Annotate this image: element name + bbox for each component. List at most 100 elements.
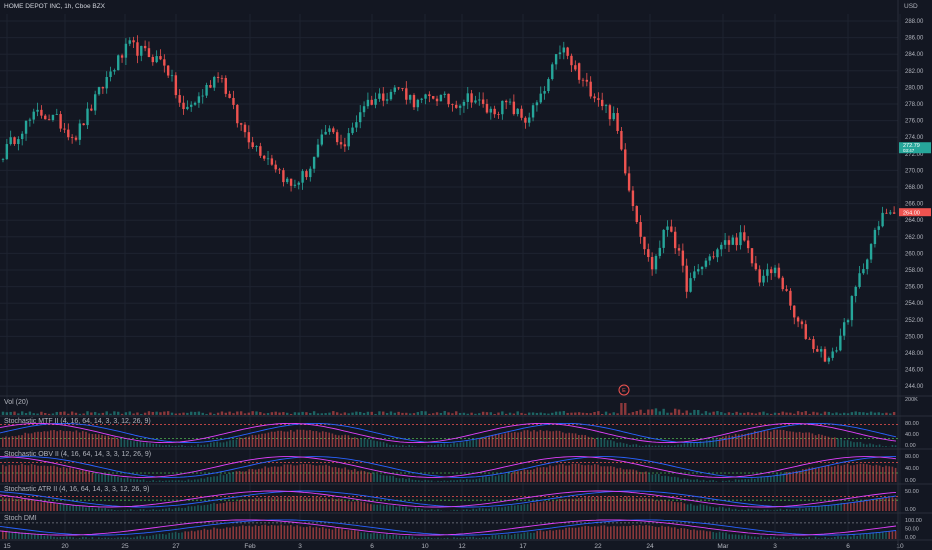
indicator-histogram-bar [533, 469, 535, 482]
volume-bar [78, 413, 82, 415]
indicator-histogram-bar [578, 463, 580, 482]
indicator-histogram-bar [680, 528, 682, 539]
indicator-histogram-bar [718, 506, 721, 511]
indicator-histogram-bar [843, 464, 846, 482]
indicator-histogram-bar [830, 466, 833, 482]
indicator-histogram-bar [443, 480, 446, 482]
candle-body [51, 114, 55, 121]
indicator-histogram-bar [162, 533, 164, 539]
indicator-histogram-bar [190, 480, 193, 482]
indicator-histogram-bar [715, 481, 718, 482]
indicator-histogram-bar [680, 479, 682, 482]
indicator-histogram-bar [98, 474, 100, 482]
indicator-histogram-bar [181, 480, 183, 482]
indicator-histogram-bar [814, 467, 817, 482]
indicator-histogram-bar [571, 463, 574, 482]
volume-bar [67, 413, 70, 415]
indicator-histogram-bar [533, 502, 535, 511]
indicator-histogram-bar [190, 445, 193, 447]
indicator-histogram-bar [699, 440, 702, 447]
volume-bar [478, 413, 481, 415]
indicator-histogram-bar [178, 480, 180, 482]
indicator-histogram-bar [565, 527, 567, 539]
volume-bar [324, 413, 327, 415]
indicator-histogram-bar [587, 436, 590, 447]
indicator-histogram-bar [402, 536, 404, 539]
indicator-histogram-bar [862, 533, 865, 539]
volume-bar [601, 413, 604, 415]
indicator-histogram-bar [168, 507, 170, 511]
volume-bar [405, 412, 408, 415]
volume-bar [685, 410, 688, 415]
indicator-histogram-bar [110, 475, 113, 482]
candle-body [574, 65, 577, 70]
indicator-histogram-bar [235, 439, 238, 447]
indicator-histogram-bar [229, 440, 231, 447]
indicator-histogram-bar [558, 464, 561, 482]
indicator-histogram-bar [466, 479, 468, 482]
indicator-histogram-bar [837, 464, 839, 482]
symbol-title[interactable]: HOME DEPOT INC, 1h, Cboe BZX [4, 3, 106, 10]
indicator-histogram-bar [837, 438, 839, 447]
indicator-histogram-bar [869, 533, 871, 539]
indicator-histogram-bar [661, 445, 663, 447]
volume-bar [627, 413, 631, 415]
candle-body [86, 108, 89, 126]
indicator-histogram-bar [408, 478, 410, 482]
indicator-histogram-bar [862, 463, 865, 482]
candle-body [97, 87, 101, 95]
indicator-histogram-bar [642, 497, 644, 511]
indicator-histogram-bar [392, 505, 394, 511]
candle-body [846, 320, 850, 323]
indicator-histogram-bar [542, 501, 545, 511]
indicator-histogram-bar [584, 525, 586, 539]
indicator-histogram-bar [360, 470, 362, 482]
indicator-histogram-bar [382, 534, 385, 539]
volume-bar [812, 411, 815, 415]
indicator-histogram-bar [258, 468, 260, 482]
candle-body [662, 229, 665, 248]
indicator-histogram-bar [286, 497, 289, 511]
indicator-histogram-bar [386, 504, 388, 511]
volume-bar [577, 412, 581, 415]
volume-bar [174, 413, 178, 415]
candle-body [727, 240, 731, 245]
price-tick: 264.00 [905, 218, 924, 224]
volume-bar [708, 412, 711, 415]
volume-bar [266, 413, 270, 415]
indicator-histogram-bar [494, 476, 497, 482]
indicator-histogram-bar [101, 508, 103, 511]
indicator-histogram-bar [178, 445, 180, 447]
indicator-histogram-bar [552, 500, 554, 511]
indicator-histogram-bar [264, 466, 266, 482]
indicator-histogram-bar [478, 478, 481, 482]
indicator-histogram-bar [274, 525, 276, 539]
indicator-histogram-bar [75, 469, 78, 482]
volume-bar [74, 412, 78, 415]
candle-body [251, 142, 254, 148]
volume-bar [873, 412, 877, 415]
candle-body [439, 94, 443, 102]
indicator-line [0, 519, 897, 536]
indicator-histogram-bar [283, 464, 286, 482]
indicator-histogram-bar [584, 465, 586, 482]
indicator-histogram-bar [277, 430, 279, 447]
indicator-histogram-bar [645, 445, 647, 447]
price-tick: 270.00 [905, 168, 924, 174]
indicator-histogram-bar [507, 534, 510, 539]
volume-bar [151, 411, 155, 415]
currency-label[interactable]: USD [904, 3, 918, 10]
indicator-histogram-bar [338, 528, 340, 539]
indicator-histogram-bar [363, 502, 366, 511]
indicator-histogram-bar [139, 509, 142, 511]
volume-bar [497, 412, 500, 415]
indicator-histogram-bar [738, 534, 740, 539]
indicator-histogram-bar [338, 467, 340, 482]
indicator-histogram-bar [21, 463, 23, 482]
indicator-histogram-bar [542, 467, 545, 482]
indicator-histogram-bar [709, 531, 711, 539]
indicator-histogram-bar [2, 530, 4, 539]
indicator-histogram-bar [296, 429, 298, 447]
price-tick: 278.00 [905, 102, 924, 108]
